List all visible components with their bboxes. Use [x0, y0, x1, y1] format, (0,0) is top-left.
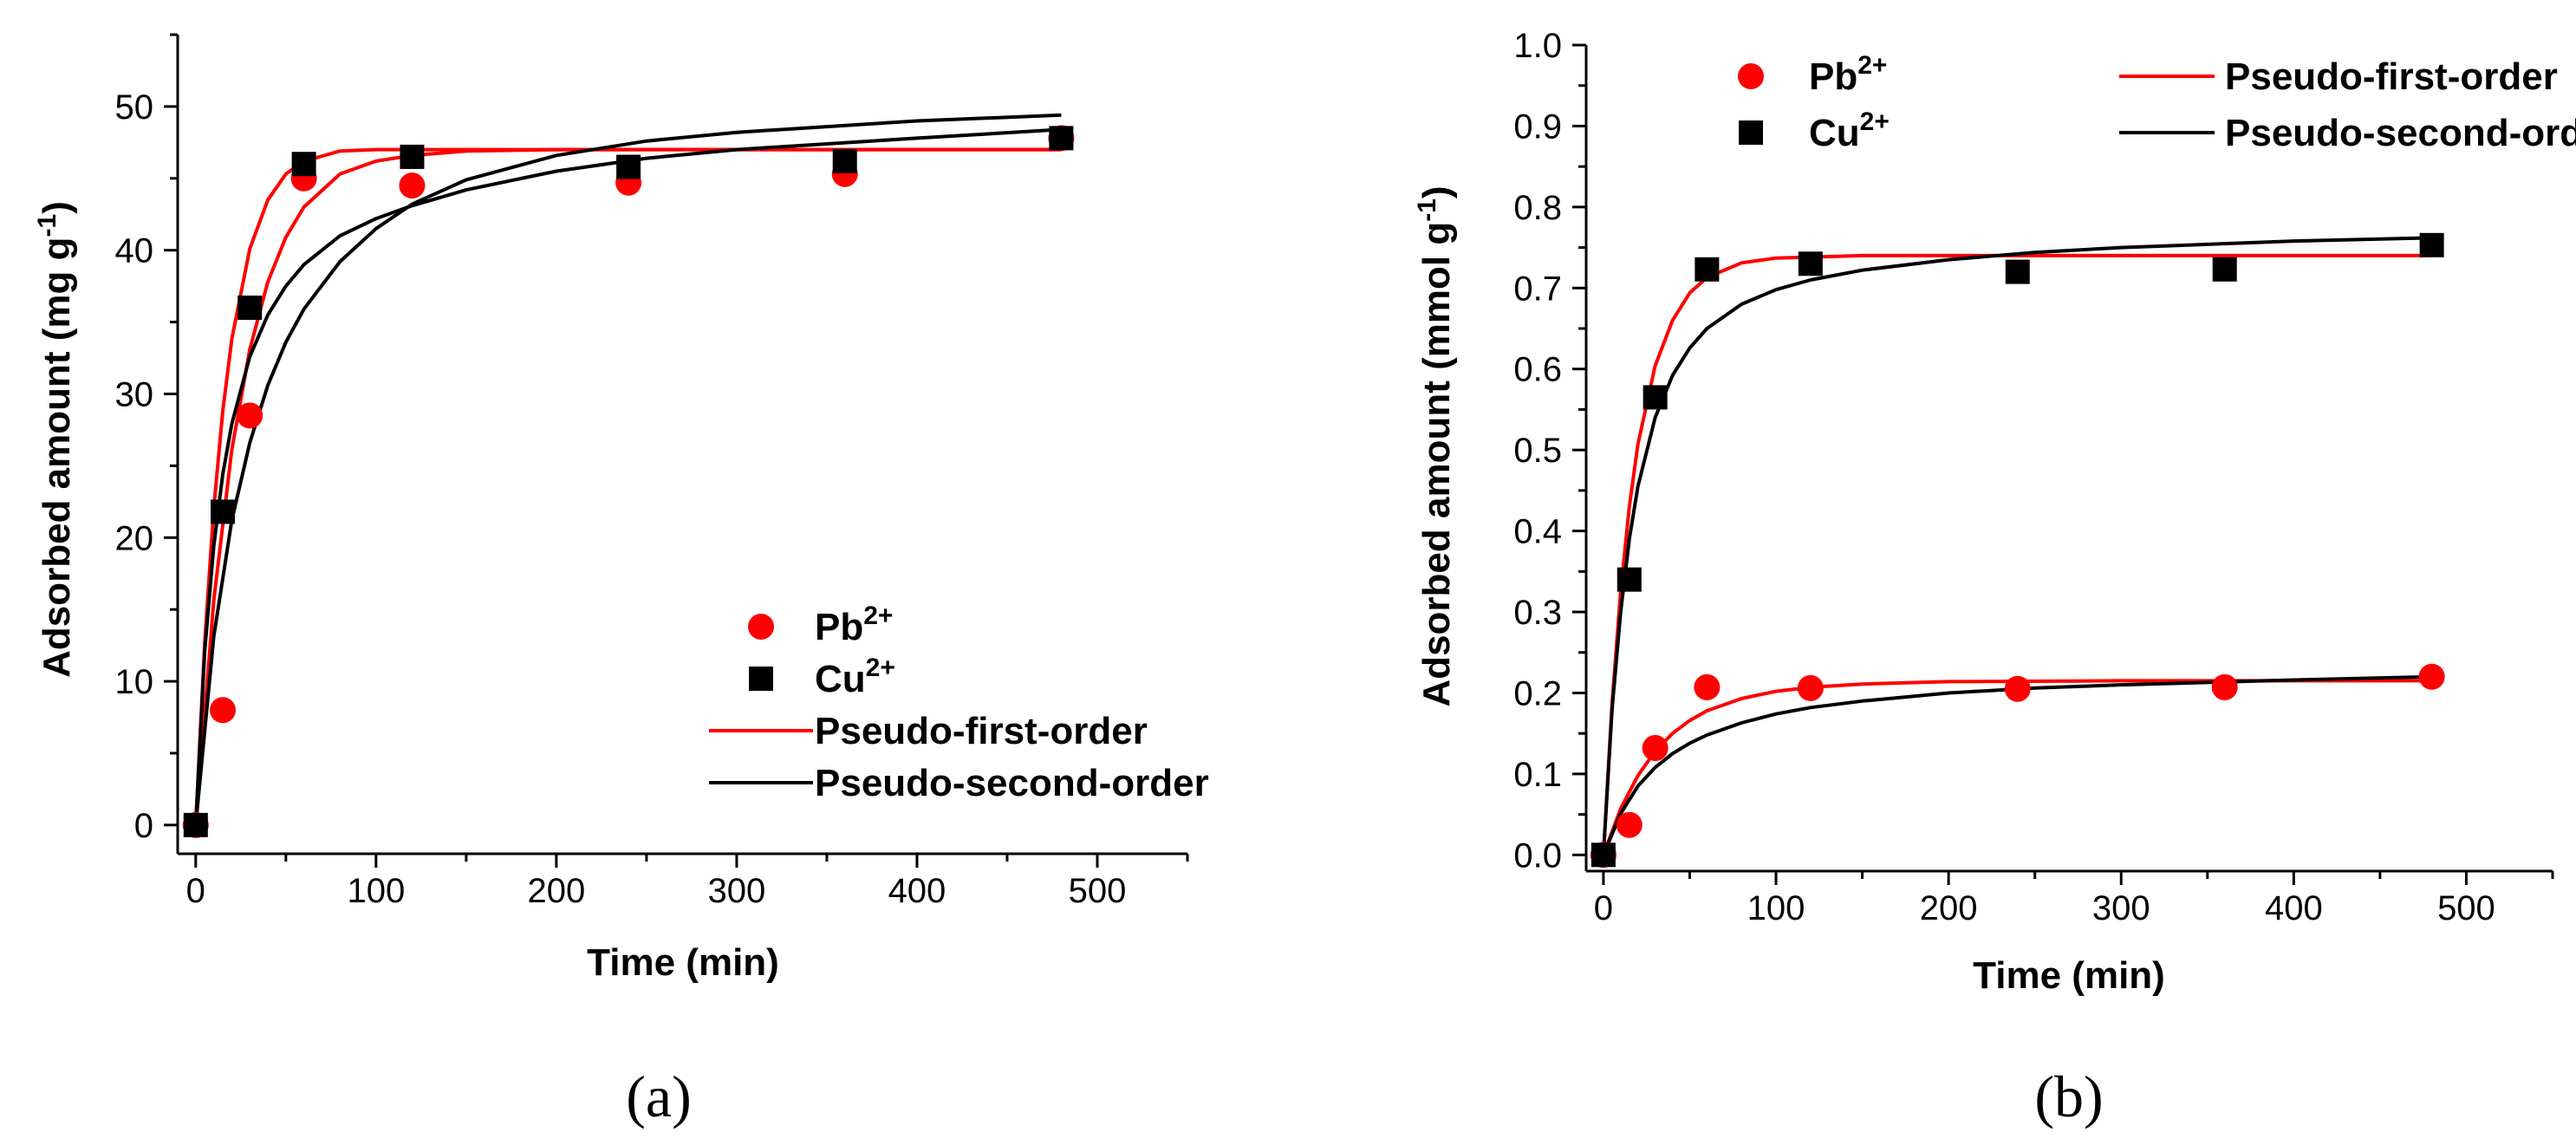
chart-a-x-tick-label: 100: [347, 872, 405, 910]
chart-a-legend-label: Pseudo-first-order: [815, 710, 1148, 752]
chart-a-point-cu2-: [237, 296, 263, 320]
chart-a-y-axis-title-sup: -1: [33, 214, 62, 237]
chart-b-series-cu2-pseudo-second-order: [1601, 236, 2432, 855]
chart-b-point-cu2-: [2212, 257, 2237, 282]
chart-b-legend: Pb2+ Pseudo-first-order Cu2+ Pseudo-second-…: [1738, 51, 2576, 154]
chart-b-y-tick-label: 0.4: [1513, 513, 1562, 551]
chart-a-y-axis-title-main: Adsorbed amount (mg g: [36, 237, 78, 677]
chart-b-point-pb2-: [1616, 811, 1643, 838]
chart-b-point-cu2-: [1695, 257, 1720, 282]
chart-a-point-pb2-: [399, 172, 426, 199]
chart-b-point-cu2-: [1617, 567, 1642, 592]
chart-b-series-pb2-pseudo-second-order: [1602, 674, 2432, 856]
chart-a-x-tick-label: 500: [1069, 872, 1127, 910]
chart-a-plot-layer: 0 100 200 300 400 500 0 10 20 30 40 50 Pb2+ Cu2+ Pseud…: [115, 33, 1209, 910]
chart-b-point-cu2-: [1590, 842, 1616, 868]
chart-b-series-cu2-pseudo-first-order: [1601, 253, 2432, 855]
chart-b-point-pb2-: [2418, 663, 2445, 690]
chart-a-y-tick-label: 30: [115, 375, 154, 413]
chart-b-y-tick-label: 0.6: [1513, 351, 1562, 389]
chart-b-point-pb2-: [1694, 673, 1721, 700]
chart-a-point-pb2-: [210, 697, 237, 724]
chart-b-y-axis-title-close: ): [1415, 185, 1458, 198]
chart-a: 0 100 200 300 400 500 0 10 20 30 40 50 Pb2+ Cu2+ Pseud…: [33, 33, 1209, 1129]
chart-b-x-tick-label: 300: [2092, 889, 2150, 927]
chart-b-y-tick-label: 0.8: [1513, 189, 1562, 227]
chart-b-y-tick-label: 1.0: [1513, 27, 1562, 65]
chart-a-point-cu2-: [183, 812, 208, 837]
chart-b-y-tick-label: 0.3: [1513, 594, 1562, 632]
chart-a-x-tick-label: 0: [186, 872, 205, 910]
chart-a-x-tick-label: 400: [888, 872, 946, 910]
chart-b-legend-marker: [1738, 63, 1764, 89]
chart-a-series-pb2-pseudo-second-order: [193, 113, 1062, 825]
chart-b-legend-marker: [1739, 120, 1763, 145]
chart-a-y-tick-label: 10: [115, 663, 154, 701]
chart-a-series-cu2-pseudo-first-order: [193, 147, 1062, 825]
chart-b: 0 100 200 300 400 500 0.0 0.1 0.2 0.3 0.4 0.5 0.6 0.7…: [1413, 27, 2576, 1129]
chart-a-y-axis-title: Adsorbed amount (mg g-1): [33, 201, 78, 678]
chart-a-y-tick-label: 40: [115, 232, 154, 270]
chart-b-point-cu2-: [1798, 251, 1823, 276]
chart-a-point-cu2-: [291, 152, 316, 177]
chart-b-point-cu2-: [2005, 259, 2030, 284]
chart-b-x-tick-label: 400: [2265, 889, 2323, 927]
chart-b-y-tick-label: 0.2: [1513, 674, 1562, 712]
chart-b-x-axis-title: Time (min): [1973, 954, 2165, 997]
chart-b-x-tick-label: 0: [1594, 889, 1613, 927]
chart-b-legend-label: Pb2+: [1809, 51, 1887, 98]
chart-b-legend-label: Pseudo-first-order: [2225, 55, 2558, 98]
chart-b-y-axis-title: Adsorbed amount (mmol g-1): [1413, 185, 1458, 706]
chart-b-point-pb2-: [1797, 674, 1824, 701]
chart-b-y-tick-label: 0.5: [1513, 432, 1562, 470]
chart-b-point-cu2-: [1643, 385, 1668, 410]
chart-b-legend-label: Cu2+: [1809, 107, 1890, 154]
chart-b-panel-label: (b): [2034, 1064, 2103, 1129]
chart-b-y-tick-label: 0.9: [1513, 107, 1562, 146]
chart-b-y-tick-label: 0.1: [1513, 756, 1562, 794]
chart-a-legend-label: Pseudo-second-order: [815, 762, 1209, 804]
chart-a-panel-label: (a): [626, 1064, 691, 1129]
chart-a-y-axis-title-close: ): [36, 201, 78, 214]
chart-b-x-tick-label: 200: [1920, 889, 1978, 927]
chart-a-series-cu2-pseudo-second-order: [193, 127, 1062, 825]
chart-b-point-pb2-: [2004, 675, 2031, 702]
chart-a-point-cu2-: [400, 144, 425, 169]
chart-b-point-pb2-: [2211, 673, 2238, 700]
chart-a-y-tick-label: 20: [115, 519, 154, 557]
chart-a-point-pb2-: [237, 402, 263, 429]
chart-a-point-cu2-: [616, 154, 641, 179]
chart-b-x-tick-label: 500: [2437, 889, 2495, 927]
chart-b-point-pb2-: [1642, 734, 1669, 761]
chart-a-point-cu2-: [1049, 126, 1074, 151]
chart-b-legend-label: Pseudo-second-order: [2225, 112, 2576, 154]
chart-b-y-tick-label: 0.7: [1513, 270, 1562, 308]
chart-b-y-axis-title-main: Adsorbed amount (mmol g: [1415, 222, 1458, 707]
chart-a-y-tick-label: 0: [134, 807, 153, 845]
chart-a-x-tick-label: 300: [708, 872, 766, 910]
chart-a-x-axis-title: Time (min): [587, 941, 779, 984]
chart-b-y-tick-label: 0.0: [1513, 836, 1562, 875]
chart-b-y-axis-title-sup: -1: [1413, 198, 1441, 222]
chart-a-legend-label: Cu2+: [815, 654, 895, 700]
chart-a-x-tick-label: 200: [528, 872, 586, 910]
chart-a-legend: Pb2+ Cu2+ Pseudo-first-order Pseudo-second-…: [709, 602, 1209, 804]
chart-a-legend-label: Pb2+: [815, 602, 893, 648]
chart-a-legend-marker: [748, 614, 774, 640]
chart-b-plot-layer: 0 100 200 300 400 500 0.0 0.1 0.2 0.3 0.4 0.5 0.6 0.7…: [1513, 27, 2576, 927]
chart-b-series-pb2-pseudo-first-order: [1602, 679, 2432, 856]
chart-a-legend-marker: [749, 667, 773, 691]
chart-b-x-tick-label: 100: [1747, 889, 1805, 927]
chart-a-y-tick-label: 50: [115, 88, 154, 127]
chart-b-point-cu2-: [2419, 232, 2444, 257]
chart-a-point-cu2-: [832, 148, 857, 173]
chart-a-point-cu2-: [211, 499, 236, 524]
